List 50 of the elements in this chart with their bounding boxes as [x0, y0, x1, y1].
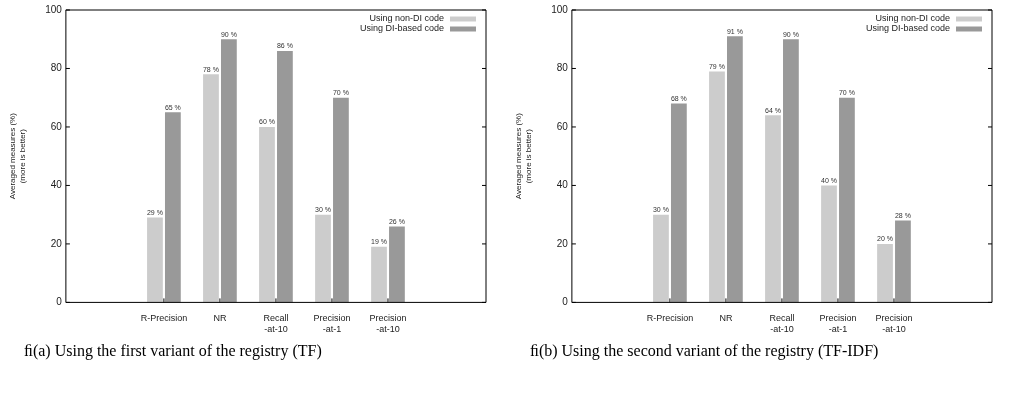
x-tick-label: Precision -at-10	[875, 313, 913, 335]
bar	[389, 226, 405, 303]
y-tick-label: 20	[50, 237, 63, 249]
legend-label: Using non-DI code	[875, 13, 950, 24]
y-tick-label: 0	[56, 296, 63, 308]
y-tick-label: 80	[556, 62, 569, 74]
y-tick-label: 60	[556, 120, 569, 132]
y-tick-label: 20	[556, 237, 569, 249]
bar	[259, 126, 275, 303]
bar	[727, 36, 743, 303]
x-tick-label: NR	[719, 313, 733, 324]
x-tick-label: Precision -at-10	[369, 313, 407, 335]
bar	[221, 39, 237, 303]
bar	[877, 243, 893, 303]
bar	[670, 103, 687, 303]
x-tick-label: Precision -at-1	[819, 313, 857, 335]
y-tick-label: 40	[50, 179, 63, 191]
y-tick-label: 0	[562, 296, 569, 308]
x-tick-label: Precision -at-1	[313, 313, 351, 335]
bar	[371, 246, 387, 303]
x-tick-label: R-Precision	[140, 313, 188, 324]
bar	[895, 220, 911, 303]
x-tick-label: Recall -at-10	[263, 313, 289, 335]
text: ﬁ(a) Using the first variant of the registry (TF)	[23, 341, 323, 360]
bar	[821, 185, 837, 303]
legend-label: Using DI-based code	[865, 23, 950, 34]
y-tick-label: 60	[50, 120, 63, 132]
legend-label: Using non-DI code	[369, 13, 444, 24]
bar	[315, 214, 331, 303]
bar	[147, 217, 163, 303]
y-tick-label: 100	[45, 3, 63, 15]
text: ﬁ(b) Using the second variant of the registry (TF-IDF)	[529, 341, 880, 360]
y-axis-title: Averaged measures (%) (more is better)	[514, 112, 533, 200]
bar	[765, 115, 781, 303]
x-tick-label: NR	[213, 313, 227, 324]
bar	[783, 39, 799, 303]
bar	[653, 214, 669, 303]
y-tick-label: 100	[551, 3, 569, 15]
bar	[709, 71, 725, 303]
bar	[277, 50, 293, 303]
y-axis-title: Averaged measures (%) (more is better)	[8, 112, 27, 200]
legend-label: Using DI-based code	[359, 23, 444, 34]
bar	[839, 97, 855, 303]
y-tick-label: 80	[50, 62, 63, 74]
bar	[333, 97, 349, 303]
y-tick-label: 40	[556, 179, 569, 191]
x-tick-label: Recall -at-10	[769, 313, 795, 335]
bar	[203, 74, 219, 303]
x-tick-label: R-Precision	[646, 313, 694, 324]
bar	[164, 112, 181, 303]
